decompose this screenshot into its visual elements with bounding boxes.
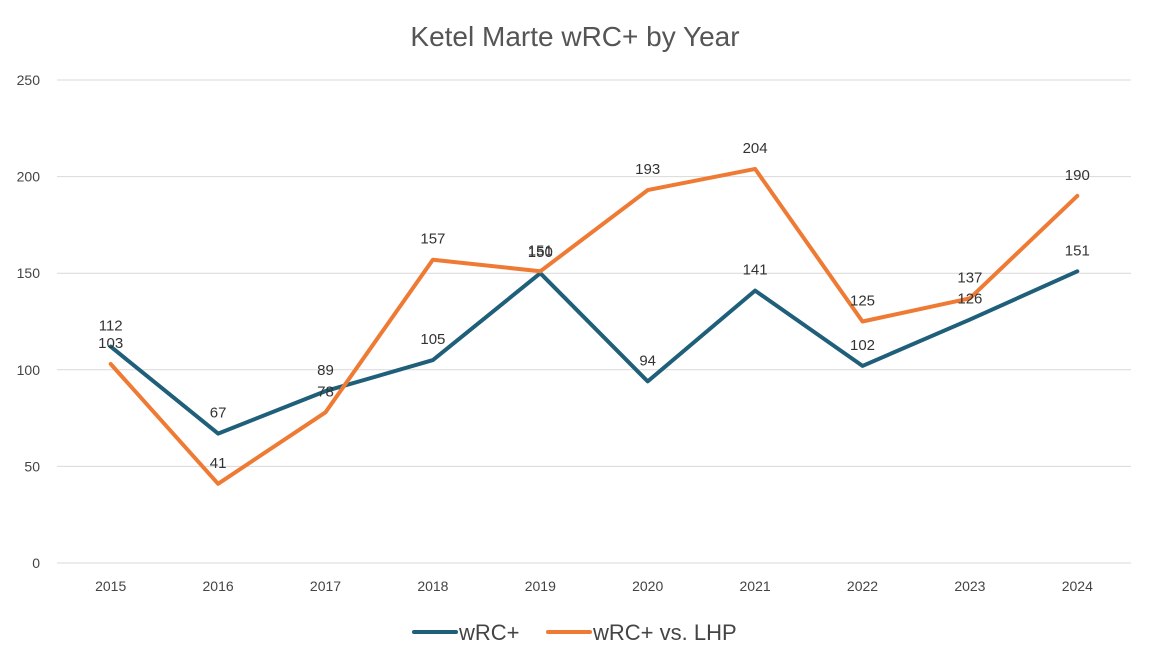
data-label: 78	[317, 383, 334, 400]
y-tick-label: 100	[17, 362, 41, 378]
chart-title: Ketel Marte wRC+ by Year	[410, 21, 739, 52]
data-label: 190	[1065, 167, 1090, 184]
y-tick-label: 150	[17, 265, 41, 281]
x-tick-label: 2024	[1062, 578, 1093, 594]
gridlines	[57, 79, 1131, 564]
x-tick-label: 2022	[847, 578, 878, 594]
data-label: 204	[743, 140, 768, 157]
legend-label: wRC+	[458, 620, 520, 645]
data-label: 151	[1065, 242, 1090, 259]
data-label: 102	[850, 337, 875, 354]
data-label: 94	[639, 352, 656, 369]
y-tick-label: 50	[24, 458, 40, 474]
x-tick-label: 2021	[740, 578, 771, 594]
x-tick-label: 2023	[954, 578, 985, 594]
data-label: 112	[99, 318, 123, 335]
x-tick-label: 2016	[203, 578, 234, 594]
series-lines	[108, 166, 1080, 486]
data-label: 126	[957, 291, 982, 308]
data-label: 157	[420, 231, 445, 248]
legend: wRC+ wRC+ vs. LHP	[412, 620, 737, 645]
x-tick-label: 2017	[310, 578, 341, 594]
data-label: 151	[528, 242, 553, 259]
x-tick-label: 2015	[95, 578, 126, 594]
data-label: 41	[210, 455, 227, 472]
data-label: 193	[635, 161, 660, 178]
data-label: 67	[210, 405, 227, 422]
data-label: 103	[98, 335, 123, 352]
x-tick-label: 2019	[525, 578, 556, 594]
data-label: 137	[957, 269, 982, 286]
y-tick-label: 200	[17, 169, 41, 185]
data-label: 141	[743, 262, 768, 279]
y-tick-label: 0	[32, 555, 40, 571]
data-labels: 112 67 89 105 150 94 141 102 126 151 103 41 78 157 151…	[98, 140, 1090, 472]
series-line-wrc-plus	[108, 269, 1080, 436]
data-label: 150	[528, 244, 553, 261]
series-line-wrc-plus-vs-lhp	[108, 166, 1080, 486]
data-label: 125	[850, 293, 875, 310]
y-tick-label: 250	[17, 72, 41, 88]
data-label: 105	[420, 331, 445, 348]
x-tick-label: 2020	[632, 578, 663, 594]
x-tick-label: 2018	[417, 578, 448, 594]
x-axis-ticks: 2015 2016 2017 2018 2019 2020 2021 2022 2023 2024	[95, 578, 1093, 594]
y-axis-ticks: 0 50 100 150 200 250	[17, 72, 41, 571]
legend-label: wRC+ vs. LHP	[592, 620, 737, 645]
data-label: 89	[317, 362, 334, 379]
